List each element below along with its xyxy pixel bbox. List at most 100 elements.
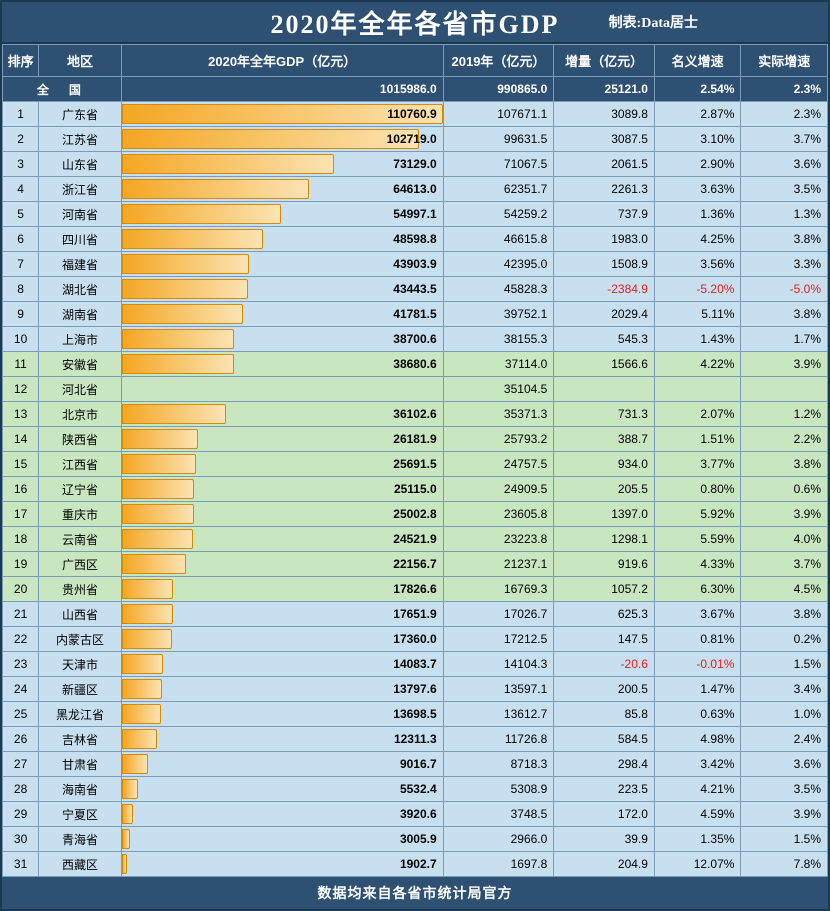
prev-cell: 23605.8 (444, 502, 554, 526)
gdp-value: 64613.0 (393, 182, 436, 196)
gdp-bar (122, 704, 162, 724)
nom-cell: 4.22% (655, 352, 741, 376)
diff-cell: 1508.9 (554, 252, 654, 276)
prev-cell: 21237.1 (444, 552, 554, 576)
real-cell: 3.4% (741, 677, 827, 701)
gdp-bar-cell: 22156.7 (122, 552, 443, 576)
region-cell: 江苏省 (39, 127, 121, 151)
diff-cell: 2029.4 (554, 302, 654, 326)
diff-cell: 39.9 (554, 827, 654, 851)
diff-cell: 1983.0 (554, 227, 654, 251)
prev-cell: 62351.7 (444, 177, 554, 201)
real-cell: 1.3% (741, 202, 827, 226)
table-row: 26吉林省12311.311726.8584.54.98%2.4% (3, 727, 828, 752)
region-cell: 广东省 (39, 102, 121, 126)
gdp-bar (122, 154, 334, 174)
gdp-value: 110760.9 (387, 107, 436, 121)
header-rank: 排序 (3, 45, 39, 77)
gdp-bar (122, 529, 193, 549)
gdp-bar (122, 254, 249, 274)
rank-cell: 5 (3, 202, 38, 226)
rank-cell: 25 (3, 702, 38, 726)
gdp-bar (122, 804, 133, 824)
region-cell: 河北省 (39, 377, 121, 401)
gdp-value: 5532.4 (400, 782, 437, 796)
rank-cell: 11 (3, 352, 38, 376)
real-cell: 3.5% (741, 177, 827, 201)
gdp-bar (122, 579, 174, 599)
gdp-value: 3005.9 (400, 832, 437, 846)
gdp-bar-cell: 17651.9 (122, 602, 443, 626)
nom-cell: 5.92% (655, 502, 741, 526)
real-cell: 3.8% (741, 302, 827, 326)
gdp-value: 17651.9 (393, 607, 436, 621)
prev-cell: 37114.0 (444, 352, 554, 376)
gdp-bar (122, 779, 138, 799)
gdp-bar (122, 829, 131, 849)
rank-cell: 3 (3, 152, 38, 176)
real-cell: 3.3% (741, 252, 827, 276)
rank-cell: 19 (3, 552, 38, 576)
region-cell: 四川省 (39, 227, 121, 251)
nom-cell: 1.47% (655, 677, 741, 701)
table-row: 25黑龙江省13698.513612.785.80.63%1.0% (3, 702, 828, 727)
gdp-value: 41781.5 (393, 307, 436, 321)
real-cell: 1.5% (741, 827, 827, 851)
title-bar: 2020年全年各省市GDP 制表:Data居士 (2, 2, 828, 44)
rank-cell: 12 (3, 377, 38, 401)
prev-cell: 35104.5 (444, 377, 554, 401)
region-cell: 山西省 (39, 602, 121, 626)
rank-cell: 21 (3, 602, 38, 626)
diff-cell: 85.8 (554, 702, 654, 726)
diff-cell: 625.3 (554, 602, 654, 626)
prev-cell: 25793.2 (444, 427, 554, 451)
table-row: 20贵州省17826.616769.31057.26.30%4.5% (3, 577, 828, 602)
gdp-value: 43443.5 (393, 282, 436, 296)
prev-cell: 39752.1 (444, 302, 554, 326)
real-cell: 1.0% (741, 702, 827, 726)
gdp-value: 54997.1 (393, 207, 436, 221)
region-cell: 上海市 (39, 327, 121, 351)
gdp-table-container: 2020年全年各省市GDP 制表:Data居士 排序 地区 2020年全年GDP… (0, 0, 830, 911)
prev-cell: 46615.8 (444, 227, 554, 251)
nom-cell: 2.07% (655, 402, 741, 426)
gdp-value: 24521.9 (393, 532, 436, 546)
nom-cell: 5.11% (655, 302, 741, 326)
prev-cell: 24909.5 (444, 477, 554, 501)
prev-cell: 8718.3 (444, 752, 554, 776)
gdp-bar-cell: 64613.0 (122, 177, 443, 201)
region-cell: 山东省 (39, 152, 121, 176)
gdp-bar-cell: 14083.7 (122, 652, 443, 676)
rank-cell: 22 (3, 627, 38, 651)
rank-cell: 1 (3, 102, 38, 126)
rank-cell: 7 (3, 252, 38, 276)
diff-cell: 2061.5 (554, 152, 654, 176)
rank-cell: 27 (3, 752, 38, 776)
gdp-value: 25691.5 (393, 457, 436, 471)
prev-cell: 11726.8 (444, 727, 554, 751)
table-row: 4浙江省64613.062351.72261.33.63%3.5% (3, 177, 828, 202)
gdp-bar-cell: 12311.3 (122, 727, 443, 751)
prev-cell: 35371.3 (444, 402, 554, 426)
rank-cell: 18 (3, 527, 38, 551)
real-cell: 3.6% (741, 752, 827, 776)
gdp-value: 13698.5 (393, 707, 436, 721)
rank-cell: 2 (3, 127, 38, 151)
gdp-bar-cell: 13698.5 (122, 702, 443, 726)
gdp-bar (122, 179, 309, 199)
rank-cell: 8 (3, 277, 38, 301)
gdp-value: 9016.7 (400, 757, 437, 771)
nom-cell: 3.63% (655, 177, 741, 201)
nom-cell: 0.81% (655, 627, 741, 651)
diff-cell: 1566.6 (554, 352, 654, 376)
prev-cell: 5308.9 (444, 777, 554, 801)
region-cell: 浙江省 (39, 177, 121, 201)
nom-cell: 6.30% (655, 577, 741, 601)
real-cell: 3.9% (741, 352, 827, 376)
gdp-bar-cell: 36102.6 (122, 402, 443, 426)
gdp-bar-cell: 13797.6 (122, 677, 443, 701)
nom-cell (655, 377, 741, 401)
gdp-bar-cell: 43903.9 (122, 252, 443, 276)
diff-cell: 200.5 (554, 677, 654, 701)
diff-cell: 223.5 (554, 777, 654, 801)
